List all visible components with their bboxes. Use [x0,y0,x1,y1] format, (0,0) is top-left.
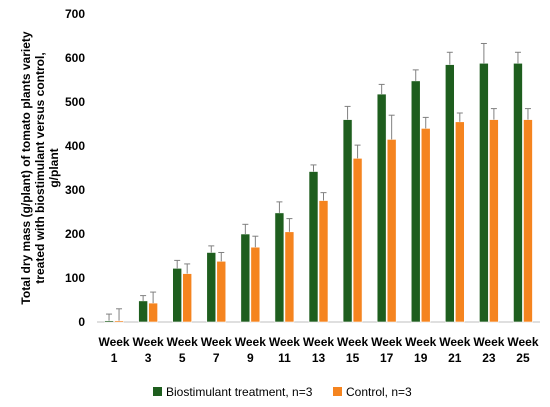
x-tick-label-line: 11 [278,351,291,365]
legend-swatch [153,387,162,396]
x-tick-label-line: Week [167,335,198,349]
x-tick-label-line: 15 [346,351,360,365]
legend-label: Control, n=3 [346,385,412,399]
y-tick-label: 300 [65,183,85,197]
bar [455,121,465,323]
bar [376,93,387,323]
x-tick-label: Week 25 [507,335,538,365]
x-tick-label-line: Week [507,335,538,349]
x-tick-label-line: Week [201,335,232,349]
y-axis-ticks: 0 100 200 300 400 500 600 700 [65,7,85,329]
x-tick-label-line: Week [98,335,129,349]
x-tick-label: Week 17 [371,335,402,365]
bar [240,233,251,323]
bar [274,212,285,323]
x-tick-label-line: 5 [179,351,186,365]
bar [138,300,148,323]
x-tick-label-line: Week [405,335,436,349]
bar [513,62,523,323]
bar [114,320,124,323]
bar [318,200,329,323]
x-tick-label-line: Week [133,335,164,349]
x-tick-label: Week 5 [167,335,198,365]
x-tick-label-line: Week [235,335,266,349]
x-tick-label: Week 19 [405,335,436,365]
bar [479,62,489,323]
bar [352,158,363,323]
bar [523,119,533,323]
bar [182,273,192,323]
x-tick-label-line: Week [269,335,300,349]
bar [489,119,499,323]
bar [420,128,431,323]
x-tick-label: Week 23 [473,335,504,365]
y-tick-label: 700 [65,7,85,21]
legend-swatch [333,387,342,396]
x-tick-label-line: 7 [213,351,220,365]
x-tick-label-line: Week [303,335,334,349]
y-axis-title-text: Total dry mass (g/plant) of tomato plant… [19,31,61,304]
x-tick-label-line: 17 [380,351,394,365]
bar [206,252,217,323]
x-tick-label-line: 23 [482,351,496,365]
bar [216,260,227,323]
y-tick-label: 100 [65,271,85,285]
x-tick-label: Week 11 [269,335,300,365]
bar [342,119,353,323]
bar [104,320,114,323]
x-tick-label-line: Week [371,335,402,349]
x-tick-label: Week 21 [439,335,470,365]
x-tick-label-line: 13 [312,351,326,365]
x-tick-label: Week 9 [235,335,266,365]
y-tick-label: 500 [65,95,85,109]
legend-label: Biostimulant treatment, n=3 [166,385,313,399]
bar [386,139,397,323]
x-tick-label-line: 21 [448,351,462,365]
x-tick-label: Week 7 [201,335,232,365]
y-tick-label: 400 [65,139,85,153]
bar [308,171,319,323]
x-tick-label-line: 1 [111,351,118,365]
x-tick-label: Week 1 [98,335,129,365]
x-tick-label-line: 25 [516,351,530,365]
y-axis-title-line: treated with biostimulant versus control… [33,52,47,283]
y-tick-label: 600 [65,51,85,65]
bar [410,80,421,323]
x-tick-label-line: Week [473,335,504,349]
x-tick-label-line: 9 [247,351,254,365]
y-axis-title-line: Total dry mass (g/plant) of tomato plant… [19,31,33,304]
y-axis-title: Total dry mass (g/plant) of tomato plant… [19,31,61,304]
legend: Biostimulant treatment, n=3 Control, n=3 [153,385,412,399]
y-tick-label: 200 [65,227,85,241]
bar [250,246,261,323]
x-tick-label-line: Week [439,335,470,349]
x-tick-label: Week 13 [303,335,334,365]
bar [445,64,455,323]
x-tick-label: Week 15 [337,335,368,365]
x-tick-label-line: 3 [145,351,152,365]
x-tick-label-line: Week [337,335,368,349]
x-tick-label-line: 19 [414,351,428,365]
bar [172,268,182,323]
bars [104,42,533,323]
x-tick-label: Week 3 [133,335,164,365]
bar [284,231,295,323]
y-axis-title-line: g/plant [47,148,61,187]
bar [148,302,158,323]
y-tick-label: 0 [78,315,85,329]
